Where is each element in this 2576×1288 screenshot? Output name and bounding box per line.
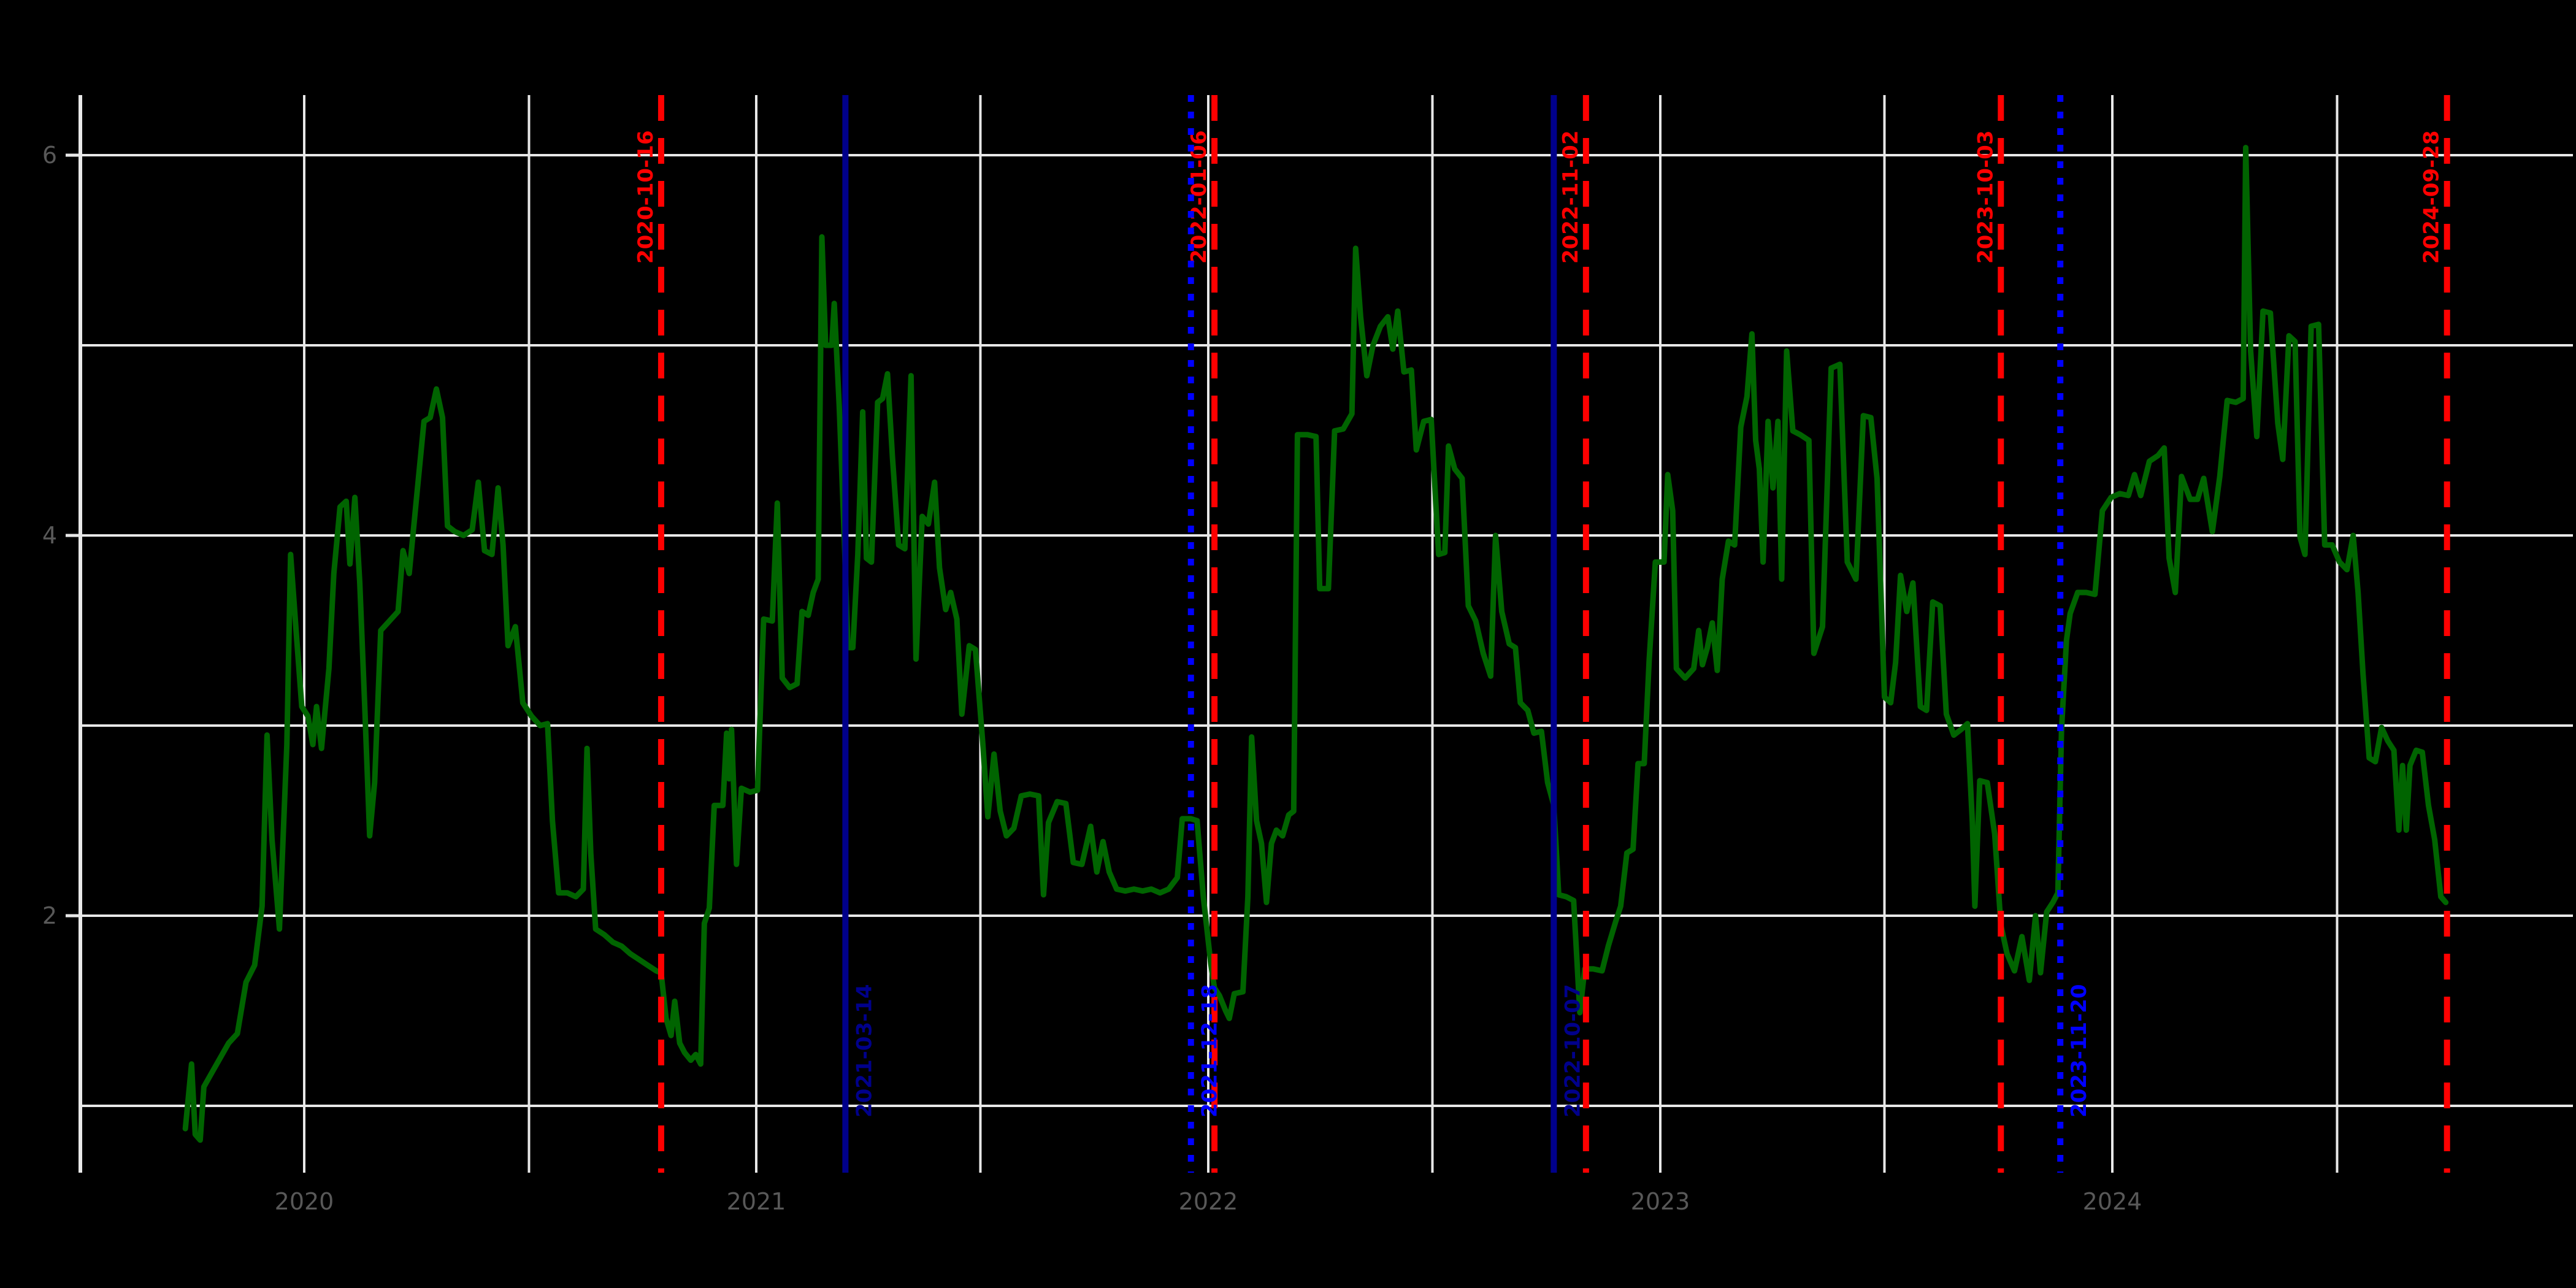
event-label-blue-dotted-2021-12-18: 2021-12-18 (1198, 984, 1222, 1117)
x-tick-label-2020: 2020 (275, 1188, 334, 1215)
event-label-red-dashed-2023-10-03: 2023-10-03 (1973, 131, 1998, 264)
y-tick-label-2: 2 (42, 902, 57, 929)
event-label-blue-solid-2022-10-07: 2022-10-07 (1560, 984, 1585, 1117)
x-tick-label-2021: 2021 (727, 1188, 786, 1215)
event-label-blue-dotted-2023-11-20: 2023-11-20 (2067, 984, 2091, 1117)
x-tick-label-2023: 2023 (1631, 1188, 1690, 1215)
event-label-blue-solid-2021-03-14: 2021-03-14 (852, 984, 876, 1117)
x-tick-label-2022: 2022 (1179, 1188, 1238, 1215)
event-label-red-dashed-2024-09-28: 2024-09-28 (2420, 131, 2444, 264)
event-label-red-dashed-2022-11-02: 2022-11-02 (1558, 131, 1583, 264)
y-tick-label-6: 6 (42, 142, 57, 169)
event-label-red-dashed-2020-10-16: 2020-10-16 (634, 131, 658, 264)
x-tick-label-2024: 2024 (2083, 1188, 2142, 1215)
y-tick-label-4: 4 (42, 522, 57, 549)
